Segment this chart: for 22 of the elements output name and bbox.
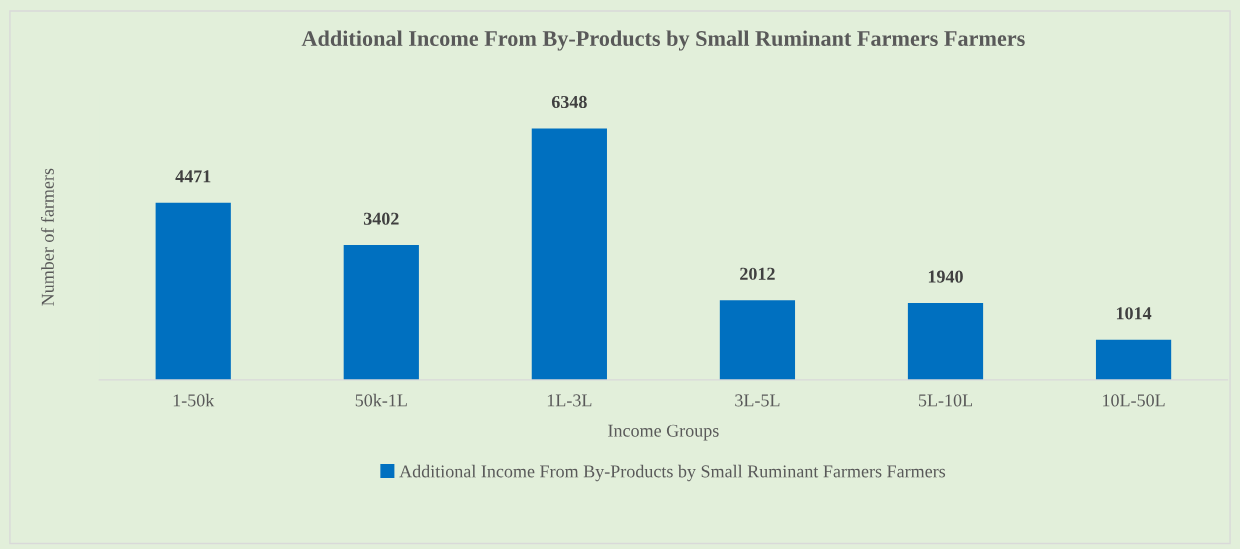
bar [531,128,607,380]
data-label: 2012 [740,267,775,280]
bar [155,202,231,380]
data-label: 4471 [175,170,211,183]
data-label: 6348 [551,95,587,109]
data-label: 3402 [363,212,399,225]
bar [343,245,419,380]
x-tick-label: 50k-1L [355,393,407,407]
x-tick-label: 1L-3L [547,394,592,407]
legend-label: Additional Income From By-Products by Small Ruminant Farmers Farmers [399,464,946,482]
x-axis-title: Income Groups [608,424,719,441]
y-axis-title: Number of farmers [40,168,54,306]
chart-title: Additional Income From By-Products by Small Ruminant Farmers Farmers [301,30,1025,51]
x-tick-label: 3L-5L [735,394,780,407]
bar [1095,339,1172,380]
data-label: 1014 [1116,307,1152,320]
data-label: 1940 [928,270,963,283]
x-tick-label: 5L-10L [918,394,972,407]
bar [907,303,984,380]
x-tick-label: 10L-50L [1103,394,1165,407]
x-tick-label: 1-50k [173,393,215,407]
bar [719,300,796,380]
